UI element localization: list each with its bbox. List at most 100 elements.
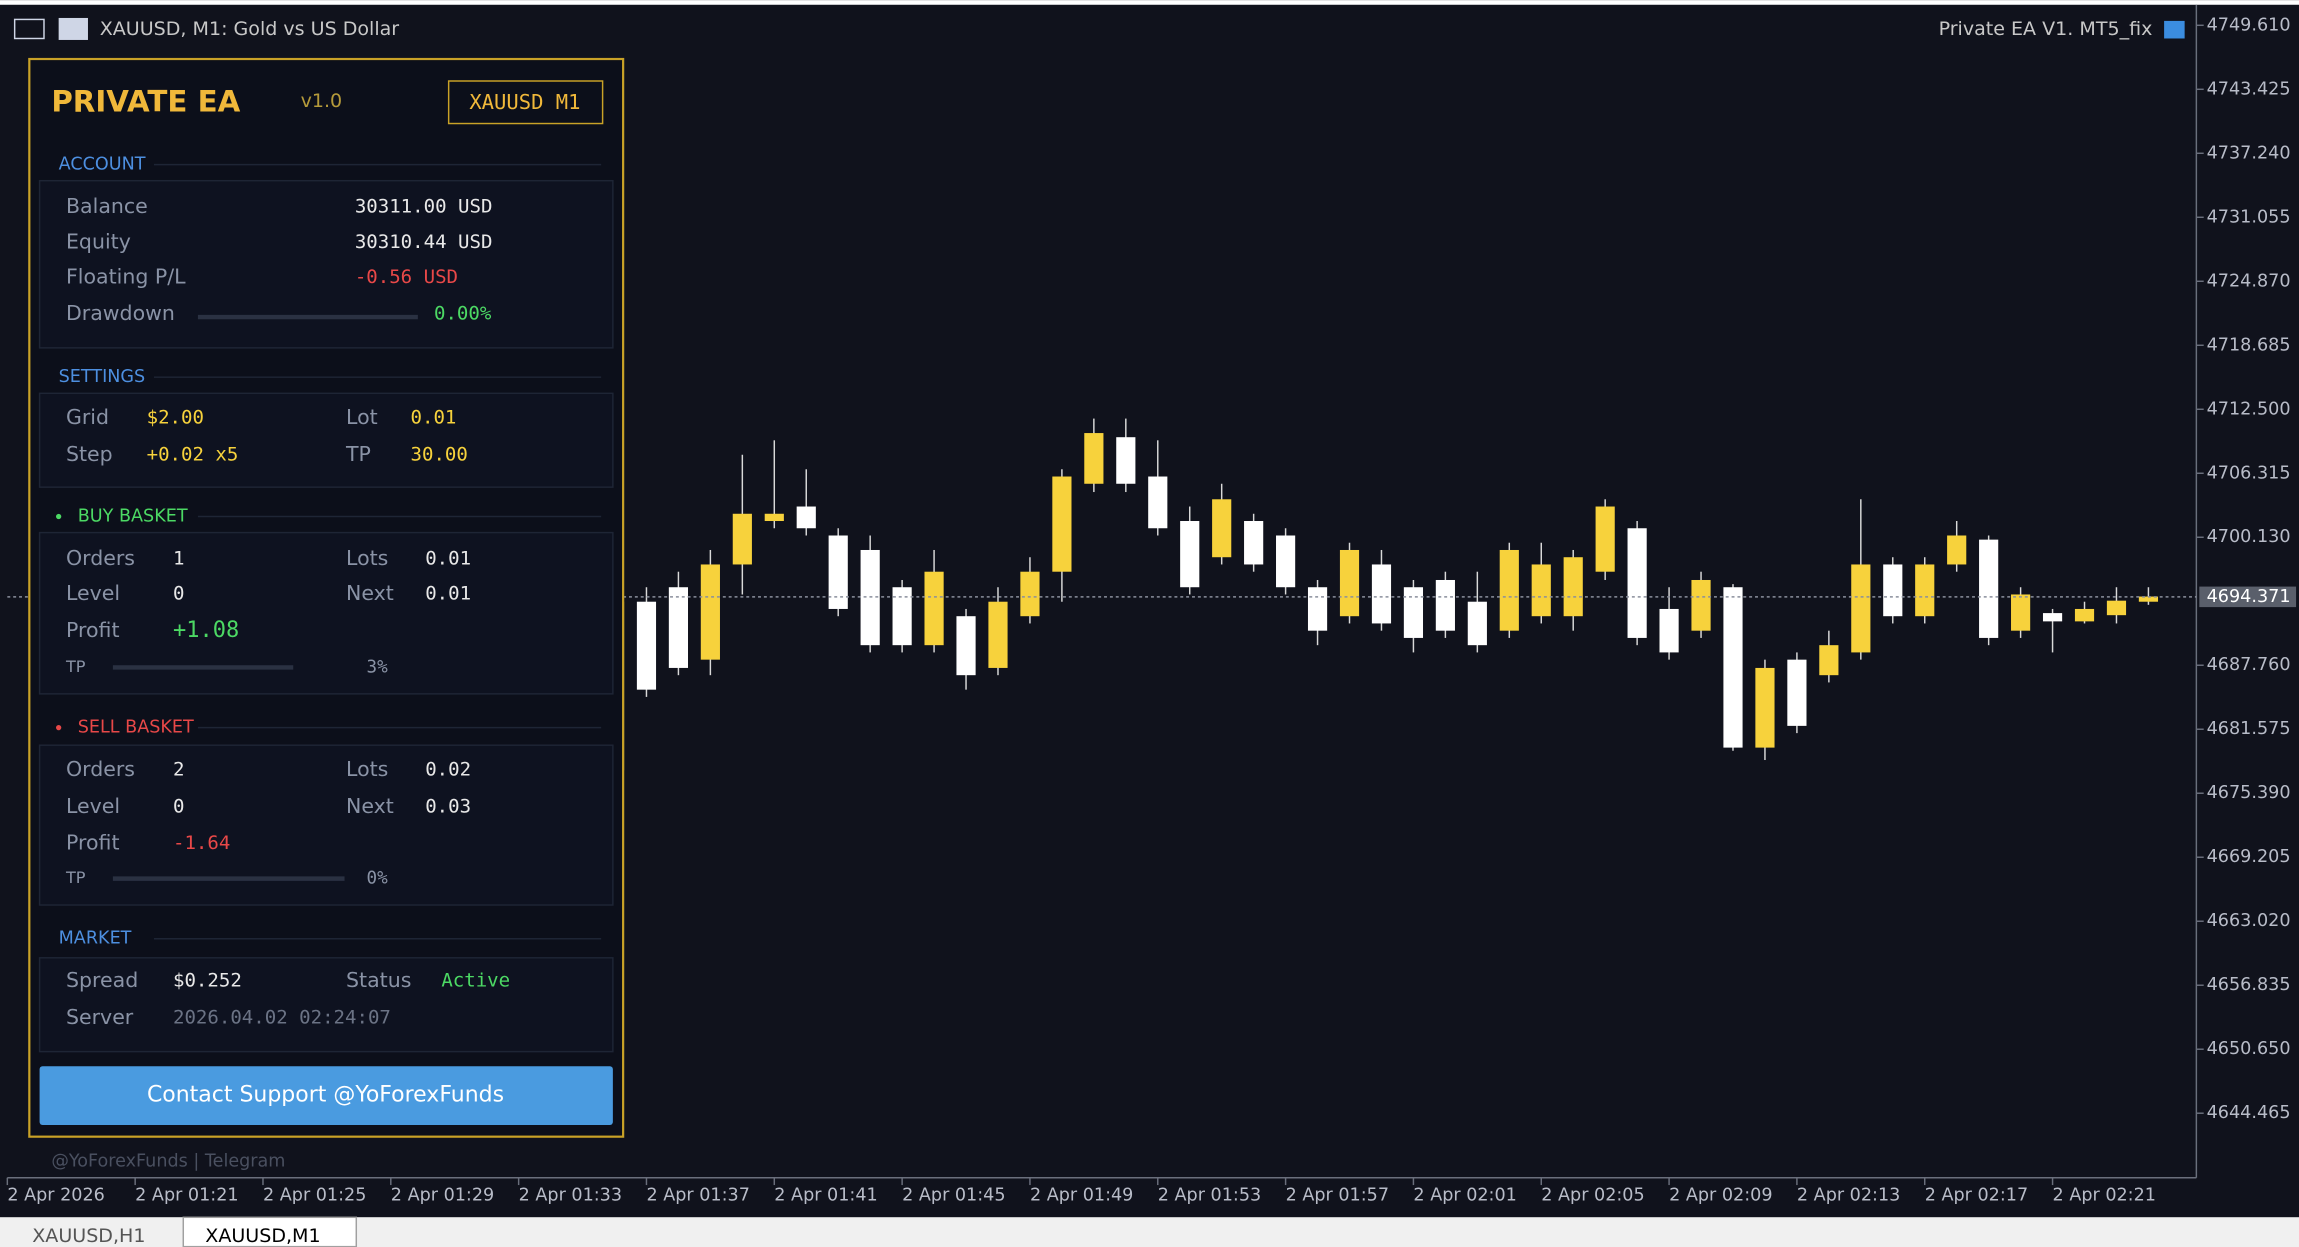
candle-body (1595, 506, 1615, 572)
y-tick-label: 4724.870 (2207, 271, 2291, 291)
y-tick-label: 4669.205 (2207, 847, 2291, 867)
panel-symbol: XAUUSD M1 (469, 90, 580, 114)
field-label: Floating P/L (66, 264, 186, 288)
candle-body (1084, 433, 1104, 484)
x-tick-label: 2 Apr 01:45 (902, 1185, 1005, 1205)
field-value: 0 (173, 583, 184, 605)
field-value: 0.01 (425, 547, 471, 569)
section-title: MARKET (59, 929, 132, 949)
field-value: 0 (173, 795, 184, 817)
field-label: TP (65, 868, 86, 887)
candle-body (860, 549, 880, 646)
field-label: Orders (66, 546, 135, 570)
candle-body (732, 513, 752, 565)
tab[interactable]: XAUUSD,M1 (205, 1225, 320, 1247)
candle-body (1212, 499, 1232, 558)
section-box (38, 957, 614, 1053)
x-tick-label: 2 Apr 01:21 (135, 1185, 238, 1205)
x-tick-label: 2 Apr 02:17 (1925, 1185, 2028, 1205)
x-tick-label: 2 Apr 02:21 (2053, 1185, 2156, 1205)
field-value: 1 (173, 547, 184, 569)
field-label: Orders (66, 757, 135, 781)
plot: 4749.610 4743.425 4737.240 4731.055 4724.870… (6, 15, 2297, 1205)
candle-body (1339, 549, 1360, 617)
field-value: 30.00 (411, 443, 468, 465)
contact-button[interactable] (39, 1066, 613, 1125)
y-tick-label: 4687.760 (2207, 655, 2291, 675)
candle-body (1116, 437, 1136, 484)
candle-body (1148, 476, 1168, 529)
contact-button-label[interactable]: Contact Support @YoForexFunds (147, 1083, 504, 1108)
candle-body (796, 506, 816, 529)
section-box (38, 179, 614, 349)
candle-body (1691, 579, 1711, 631)
field-value: 2026.04.02 02:24:07 (173, 1006, 391, 1028)
field-label: Spread (66, 968, 138, 992)
field-label: Status (346, 968, 411, 992)
active-tab[interactable] (182, 1216, 358, 1247)
current-price-label: 4694.371 (2207, 587, 2291, 607)
y-tick-label: 4731.055 (2207, 207, 2291, 227)
candle-body (1371, 564, 1392, 624)
field-value: 0.02 (425, 759, 471, 781)
field-label: Profit (66, 830, 120, 854)
window-border (0, 0, 2299, 5)
field-value: 0.01 (411, 407, 457, 429)
candle-body (2074, 608, 2095, 622)
section-title: SETTINGS (59, 367, 146, 387)
y-tick-label: 4700.130 (2207, 527, 2291, 547)
candle-body (924, 571, 944, 646)
field-label: TP (345, 442, 371, 466)
y-tick-label: 4675.390 (2207, 783, 2291, 803)
tab-bar (0, 1217, 2299, 1247)
y-tick-label: 4650.650 (2207, 1039, 2291, 1059)
candle-body (1435, 579, 1455, 631)
icon (2164, 20, 2185, 39)
candle-body (1915, 564, 1935, 617)
x-tick-label: 2 Apr 02:05 (1541, 1185, 1644, 1205)
candle-body (668, 587, 689, 668)
field-label: Level (66, 581, 120, 605)
candle-body (1787, 659, 1807, 726)
x-tick-label: 2 Apr 02:09 (1669, 1185, 1772, 1205)
field-value: 0% (367, 869, 389, 889)
field-value: +0.02 x5 (147, 443, 239, 465)
x-tick-label: 2 Apr 01:25 (263, 1185, 366, 1205)
field-label: TP (65, 657, 86, 676)
field-value: Active (441, 970, 510, 992)
candle-body (1563, 557, 1583, 617)
icon (58, 17, 88, 40)
panel-footer: @YoForexFunds | Telegram (51, 1152, 285, 1172)
candle-body (1659, 608, 1679, 653)
field-label: Next (346, 794, 394, 818)
candle-body (1979, 539, 1999, 638)
field-label: Step (66, 442, 113, 466)
candle-body (1467, 601, 1487, 646)
ea-panel: PRIVATE EA v1.0 XAUUSD M1 ACCOUNT Balance 303… (28, 57, 625, 1172)
field-value: -0.56 USD (355, 266, 458, 288)
x-tick-label: 2 Apr 2026 (7, 1185, 105, 1205)
section-title: ACCOUNT (59, 155, 146, 175)
candle-body (828, 535, 848, 609)
field-value: $0.252 (173, 970, 242, 992)
field-label: Next (346, 581, 394, 605)
field-value: 3% (367, 657, 389, 677)
candle-body (1851, 564, 1871, 653)
field-label: Balance (66, 194, 148, 218)
tab[interactable]: XAUUSD,H1 (32, 1225, 145, 1247)
field-value: 0.03 (425, 795, 471, 817)
y-tick-label: 4718.685 (2207, 335, 2291, 355)
current-price-box (2199, 586, 2297, 608)
candle-body (1499, 549, 1519, 631)
ea-label: Private EA V1. MT5_fix (1939, 18, 2153, 40)
candle-body (2138, 596, 2159, 602)
y-tick-label: 4712.500 (2207, 399, 2291, 419)
candle-body (2011, 594, 2031, 631)
field-label: Drawdown (66, 301, 175, 325)
x-tick-label: 2 Apr 01:33 (519, 1185, 622, 1205)
y-tick-label: 4743.425 (2207, 79, 2291, 99)
field-value: 2 (173, 759, 184, 781)
chart-icons (13, 17, 2185, 40)
x-tick-label: 2 Apr 01:57 (1286, 1185, 1389, 1205)
